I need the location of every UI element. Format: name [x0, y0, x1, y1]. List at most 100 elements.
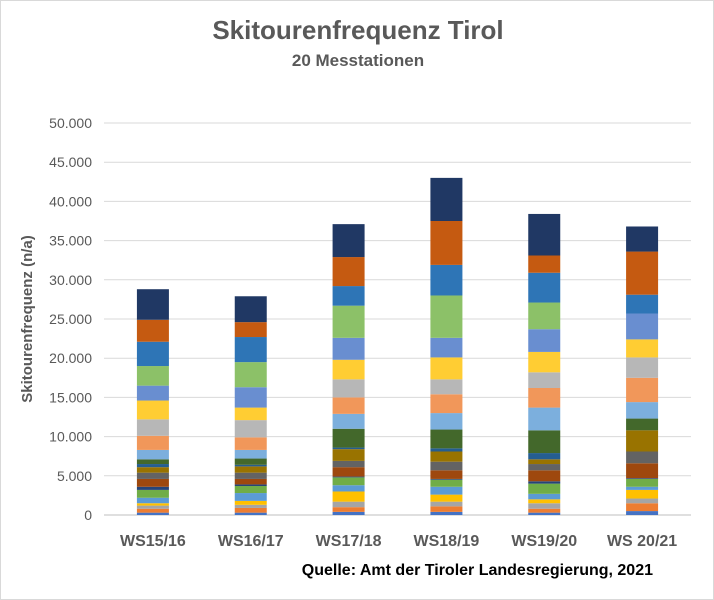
- bar-segment: [234, 472, 267, 479]
- bar-segment: [332, 413, 365, 429]
- bar-segment: [626, 294, 659, 314]
- bar-segment: [332, 286, 365, 306]
- bar-segment: [626, 463, 659, 479]
- bar-segment: [626, 402, 659, 419]
- bar-segment: [626, 478, 659, 487]
- bar-segment: [430, 486, 463, 495]
- bar-segment: [528, 481, 561, 484]
- bar-segment: [234, 507, 267, 513]
- y-tick-label: 15.000: [49, 389, 92, 405]
- bar-segment: [136, 478, 169, 487]
- bar-segment: [136, 400, 169, 420]
- source-note: Quelle: Amt der Tiroler Landesregierung,…: [301, 562, 653, 579]
- bar-segment: [626, 226, 659, 252]
- bar-segment: [626, 430, 659, 452]
- bar-segment: [234, 420, 267, 438]
- bar-segment: [528, 483, 561, 494]
- bar-segment: [430, 295, 463, 338]
- x-tick-label: WS15/16: [120, 533, 186, 550]
- y-axis-label: Skitourenfrequenz (n/a): [19, 235, 36, 403]
- bar-segment: [332, 379, 365, 398]
- bar-segment: [234, 504, 267, 508]
- chart-title: Skitourenfrequenz Tirol: [212, 15, 504, 45]
- bar-segment: [234, 478, 267, 485]
- bar-segment: [430, 177, 463, 221]
- bar-segment: [528, 387, 561, 408]
- bar-segment: [136, 341, 169, 367]
- bar-segment: [528, 459, 561, 465]
- bar-segment: [528, 329, 561, 352]
- bar-segment: [136, 289, 169, 320]
- bar-segment: [136, 419, 169, 436]
- bar-segment: [136, 366, 169, 386]
- bar-segment: [626, 313, 659, 340]
- bar-segment: [136, 508, 169, 513]
- bar-segment: [626, 478, 659, 479]
- bar-segment: [528, 351, 561, 373]
- bar-segment: [626, 377, 659, 403]
- bar-segment: [528, 493, 561, 500]
- bar-segment: [136, 472, 169, 479]
- bar-segment: [234, 387, 267, 408]
- bar-segment: [234, 337, 267, 363]
- bar-segment: [528, 499, 561, 504]
- bar-segment: [528, 464, 561, 471]
- bar-segment: [136, 486, 169, 490]
- bar-segment: [234, 500, 267, 505]
- bar-segment: [528, 470, 561, 482]
- x-tick-label: WS19/20: [511, 533, 577, 550]
- bar-segment: [332, 449, 365, 461]
- bar-segment: [234, 362, 267, 388]
- bar-segment: [430, 461, 463, 471]
- bar-segment: [136, 489, 169, 498]
- bar-segment: [430, 479, 463, 487]
- bar-segment: [528, 453, 561, 460]
- bar-segment: [234, 458, 267, 465]
- bar-segment: [626, 451, 659, 464]
- bar-segment: [528, 430, 561, 454]
- bar-segment: [234, 449, 267, 459]
- bar-segment: [332, 224, 365, 258]
- bar-segment: [136, 505, 169, 509]
- y-tick-label: 0: [84, 507, 92, 523]
- bar-segment: [234, 512, 267, 515]
- bar-segment: [234, 485, 267, 494]
- bar-segment: [332, 511, 365, 515]
- bar-segment: [234, 322, 267, 338]
- y-tick-label: 25.000: [49, 311, 92, 327]
- bar-segment: [332, 447, 365, 450]
- bar-segment: [430, 357, 463, 380]
- y-tick-label: 10.000: [49, 429, 92, 445]
- bar-segment: [234, 407, 267, 421]
- x-tick-label: WS16/17: [218, 533, 284, 550]
- bar-segment: [136, 435, 169, 450]
- bar-segment: [332, 485, 365, 492]
- bar-segment: [234, 484, 267, 486]
- bar-segment: [332, 477, 365, 486]
- bar-segment: [136, 497, 169, 504]
- bar-segment: [332, 467, 365, 477]
- bar-segment: [430, 478, 463, 480]
- y-tick-label: 5.000: [57, 468, 92, 484]
- x-tick-label: WS 20/21: [607, 533, 677, 550]
- bar-segment: [626, 489, 659, 499]
- bar-segment: [626, 251, 659, 295]
- bar-segment: [234, 437, 267, 450]
- bar-segment: [528, 407, 561, 431]
- bar-segment: [430, 494, 463, 502]
- bar-segment: [234, 493, 267, 501]
- bar-segment: [528, 512, 561, 515]
- bar-segment: [528, 255, 561, 273]
- bar-segment: [332, 397, 365, 414]
- bar-segment: [430, 413, 463, 430]
- bar-segment: [430, 429, 463, 449]
- bar-segment: [430, 221, 463, 265]
- chart-subtitle: 20 Messtationen: [291, 51, 425, 70]
- bar-segment: [626, 339, 659, 358]
- bar-segment: [136, 467, 169, 473]
- y-tick-label: 50.000: [49, 115, 92, 131]
- bar-segment: [626, 498, 659, 504]
- bar-segment: [136, 503, 169, 506]
